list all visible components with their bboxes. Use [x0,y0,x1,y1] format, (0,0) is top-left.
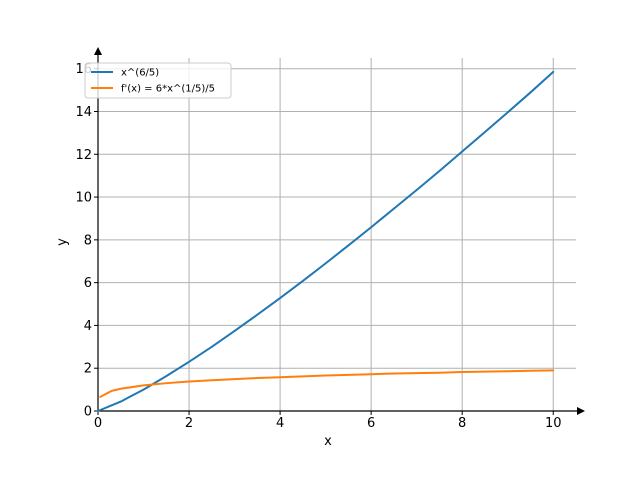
series-line-1 [97,70,555,412]
x-tick-label: 10 [545,416,562,431]
y-tick-label: 6 [84,276,92,291]
series-line-2 [99,369,555,398]
x-axis-title: x [324,434,332,449]
y-tick-label: 4 [84,319,92,334]
legend: x^(6/5) f'(x) = 6*x^(1/5)/5 [84,62,232,99]
x-axis-arrow [577,407,585,415]
y-tick-label: 10 [75,191,92,206]
x-tick-label: 4 [276,416,284,431]
y-tick-label: 2 [84,362,92,377]
grid-lines [98,58,576,411]
x-tick-label: 2 [185,416,193,431]
x-tick-label: 8 [458,416,466,431]
y-axis-title: y [55,238,70,246]
y-tick-label: 0 [84,405,92,420]
series-lines [97,70,555,412]
y-tick-label: 12 [75,148,92,163]
x-tick-label: 6 [367,416,375,431]
y-axis-arrow [94,47,102,55]
legend-label-series-2: f'(x) = 6*x^(1/5)/5 [121,84,215,95]
axes [94,47,585,415]
x-tick-label: 0 [94,416,102,431]
y-tick-label: 14 [75,105,92,120]
legend-box [84,62,232,99]
legend-label-series-1: x^(6/5) [121,68,159,79]
y-tick-label: 8 [84,233,92,248]
